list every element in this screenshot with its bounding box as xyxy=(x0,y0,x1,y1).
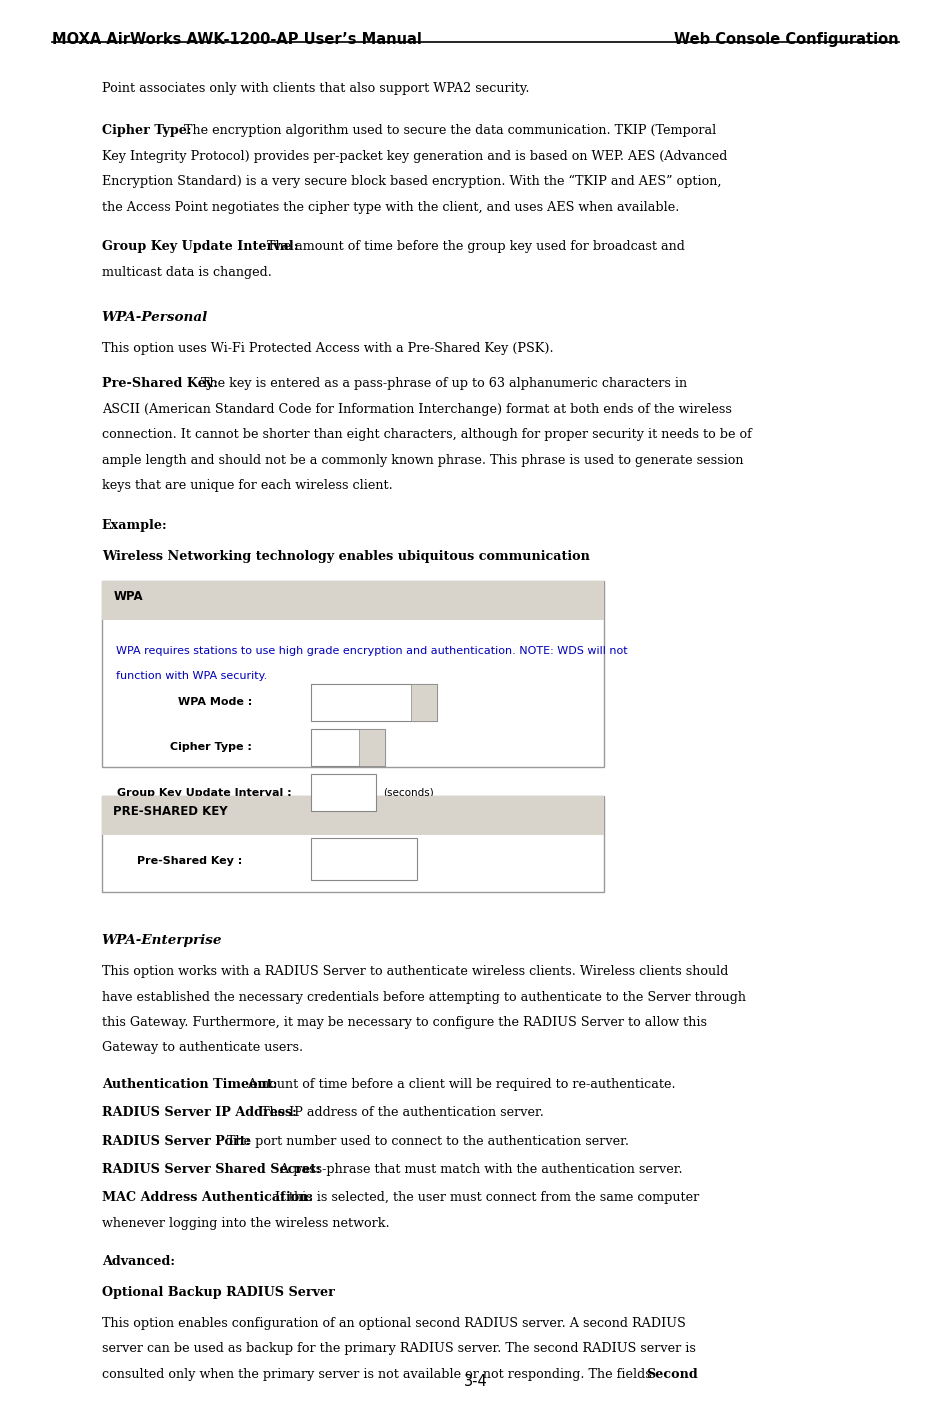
FancyBboxPatch shape xyxy=(311,729,385,766)
Text: ample length and should not be a commonly known phrase. This phrase is used to g: ample length and should not be a commonl… xyxy=(102,454,744,466)
Text: If this is selected, the user must connect from the same computer: If this is selected, the user must conne… xyxy=(271,1191,699,1204)
Text: Cipher Type:: Cipher Type: xyxy=(102,124,191,137)
Text: Pre-Shared Key :: Pre-Shared Key : xyxy=(137,855,243,866)
Text: Group Key Update Interval :: Group Key Update Interval : xyxy=(117,787,292,798)
Text: consulted only when the primary server is not available or not responding. The f: consulted only when the primary server i… xyxy=(102,1368,655,1381)
Text: Wireless Networking technology enables ubiquitous communication: Wireless Networking technology enables u… xyxy=(102,550,590,562)
Text: Encryption Standard) is a very secure block based encryption. With the “TKIP and: Encryption Standard) is a very secure bl… xyxy=(102,175,721,188)
Text: This option works with a RADIUS Server to authenticate wireless clients. Wireles: This option works with a RADIUS Server t… xyxy=(102,965,728,978)
Text: WPA requires stations to use high grade encryption and authentication. NOTE: WDS: WPA requires stations to use high grade … xyxy=(116,646,628,656)
FancyBboxPatch shape xyxy=(411,684,437,721)
Text: server can be used as backup for the primary RADIUS server. The second RADIUS se: server can be used as backup for the pri… xyxy=(102,1342,695,1355)
Text: WPA: WPA xyxy=(113,589,143,603)
Text: the Access Point negotiates the cipher type with the client, and uses AES when a: the Access Point negotiates the cipher t… xyxy=(102,201,679,213)
Text: function with WPA security.: function with WPA security. xyxy=(116,671,267,681)
Text: This option uses Wi-Fi Protected Access with a Pre-Shared Key (PSK).: This option uses Wi-Fi Protected Access … xyxy=(102,342,553,355)
Text: Pre-Shared Key:: Pre-Shared Key: xyxy=(102,377,218,390)
Text: whenever logging into the wireless network.: whenever logging into the wireless netwo… xyxy=(102,1217,389,1229)
Text: Point associates only with clients that also support WPA2 security.: Point associates only with clients that … xyxy=(102,82,530,95)
Text: RADIUS Server IP Address:: RADIUS Server IP Address: xyxy=(102,1106,297,1119)
FancyBboxPatch shape xyxy=(102,581,604,767)
Text: ASCII (American Standard Code for Information Interchange) format at both ends o: ASCII (American Standard Code for Inform… xyxy=(102,403,731,415)
Text: 3600: 3600 xyxy=(317,787,343,798)
FancyBboxPatch shape xyxy=(359,729,385,766)
Text: MAC Address Authentication:: MAC Address Authentication: xyxy=(102,1191,313,1204)
Text: Authentication Timeout:: Authentication Timeout: xyxy=(102,1078,277,1091)
Text: this Gateway. Furthermore, it may be necessary to configure the RADIUS Server to: this Gateway. Furthermore, it may be nec… xyxy=(102,1016,707,1029)
FancyBboxPatch shape xyxy=(311,684,437,721)
Text: Example:: Example: xyxy=(102,519,167,531)
Text: Web Console Configuration: Web Console Configuration xyxy=(674,32,899,48)
FancyBboxPatch shape xyxy=(311,774,376,811)
Text: The key is entered as a pass-phrase of up to 63 alphanumeric characters in: The key is entered as a pass-phrase of u… xyxy=(197,377,687,390)
Text: (seconds): (seconds) xyxy=(383,787,434,798)
Text: WPA: WPA xyxy=(317,697,340,708)
Text: RADIUS Server Shared Secret:: RADIUS Server Shared Secret: xyxy=(102,1163,320,1176)
Text: multicast data is changed.: multicast data is changed. xyxy=(102,266,272,278)
Text: Key Integrity Protocol) provides per-packet key generation and is based on WEP. : Key Integrity Protocol) provides per-pac… xyxy=(102,150,728,162)
Text: PRE-SHARED KEY: PRE-SHARED KEY xyxy=(113,804,228,818)
Text: The IP address of the authentication server.: The IP address of the authentication ser… xyxy=(257,1106,544,1119)
Text: A pass-phrase that must match with the authentication server.: A pass-phrase that must match with the a… xyxy=(276,1163,683,1176)
Text: The port number used to connect to the authentication server.: The port number used to connect to the a… xyxy=(223,1135,629,1147)
Text: Optional Backup RADIUS Server: Optional Backup RADIUS Server xyxy=(102,1286,335,1299)
Text: The encryption algorithm used to secure the data communication. TKIP (Temporal: The encryption algorithm used to secure … xyxy=(180,124,716,137)
Text: RADIUS Server Port:: RADIUS Server Port: xyxy=(102,1135,250,1147)
Text: This option enables configuration of an optional second RADIUS server. A second : This option enables configuration of an … xyxy=(102,1317,686,1330)
Text: connection. It cannot be shorter than eight characters, although for proper secu: connection. It cannot be shorter than ei… xyxy=(102,428,751,441)
Text: ∨: ∨ xyxy=(419,697,427,708)
Text: Second: Second xyxy=(646,1368,697,1381)
FancyBboxPatch shape xyxy=(102,796,604,892)
Text: Amount of time before a client will be required to re-authenticate.: Amount of time before a client will be r… xyxy=(244,1078,676,1091)
Text: The amount of time before the group key used for broadcast and: The amount of time before the group key … xyxy=(263,240,686,253)
Text: have established the necessary credentials before attempting to authenticate to : have established the necessary credentia… xyxy=(102,991,746,1003)
Text: WPA-Enterprise: WPA-Enterprise xyxy=(102,934,223,947)
FancyBboxPatch shape xyxy=(102,581,604,620)
Text: ●●●●●●●●: ●●●●●●●● xyxy=(318,855,386,866)
Text: Advanced:: Advanced: xyxy=(102,1255,175,1267)
Text: 3-4: 3-4 xyxy=(464,1375,487,1389)
Text: keys that are unique for each wireless client.: keys that are unique for each wireless c… xyxy=(102,479,393,492)
Text: WPA Mode :: WPA Mode : xyxy=(178,697,252,708)
Text: Gateway to authenticate users.: Gateway to authenticate users. xyxy=(102,1041,302,1054)
Text: WPA-Personal: WPA-Personal xyxy=(102,311,208,324)
FancyBboxPatch shape xyxy=(311,838,417,880)
Text: Group Key Update Interval:: Group Key Update Interval: xyxy=(102,240,298,253)
Text: TKIP: TKIP xyxy=(317,742,339,753)
Text: ∨: ∨ xyxy=(368,742,376,753)
Text: MOXA AirWorks AWK-1200-AP User’s Manual: MOXA AirWorks AWK-1200-AP User’s Manual xyxy=(52,32,422,48)
Text: Cipher Type :: Cipher Type : xyxy=(170,742,252,753)
FancyBboxPatch shape xyxy=(102,796,604,835)
